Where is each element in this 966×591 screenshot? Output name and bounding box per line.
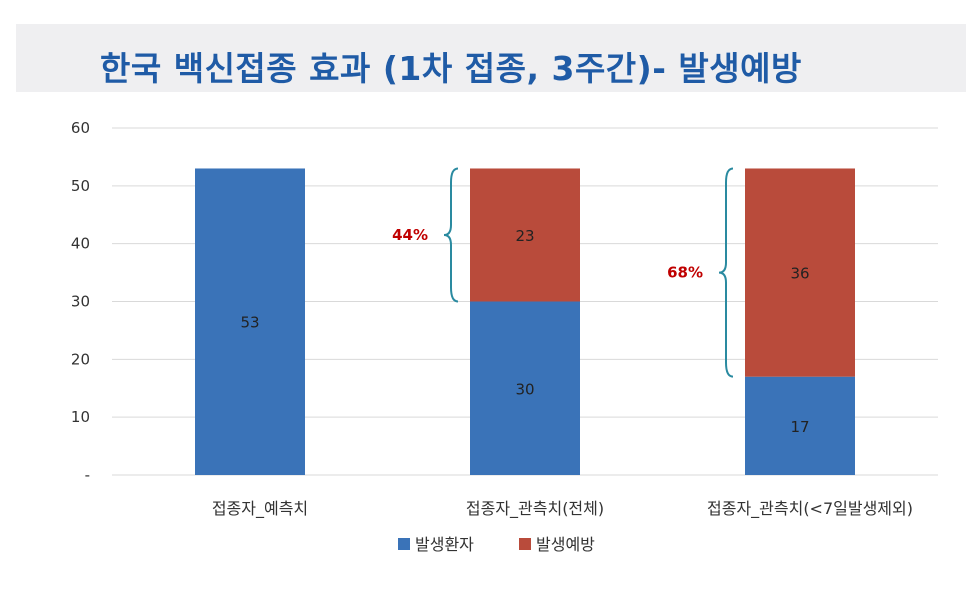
annotations: 44% 68% [392,167,734,378]
y-tick-label: - [85,466,90,484]
bar-segment [470,168,580,302]
title-band [16,24,966,92]
percent-annotation: 68% [667,264,703,282]
legend-swatch [398,538,410,550]
y-tick-label: 30 [71,293,90,311]
bar-segment [745,168,855,377]
x-axis: 접종자_예측치 접종자_관측치(전체) 접종자_관측치(<7일발생제외) [212,499,913,519]
legend-swatch [519,538,531,550]
legend: 발생환자 발생예방 [398,535,595,554]
bars: 53 30 23 17 36 [195,168,855,475]
y-tick-label: 60 [71,119,90,137]
bar-segment [745,376,855,475]
bar-value-label: 23 [515,227,534,245]
bar-value-label: 30 [515,380,534,398]
brace [718,167,734,378]
y-tick-label: 10 [71,408,90,426]
percent-annotation: 44% [392,226,428,244]
legend-label: 발생예방 [536,535,595,554]
bar-value-label: 36 [790,265,809,283]
x-category-label: 접종자_관측치(<7일발생제외) [707,499,913,519]
brace [443,167,459,303]
x-category-label: 접종자_관측치(전체) [466,499,604,519]
bar-value-label: 17 [790,418,809,436]
y-axis: - 10 20 30 40 50 60 [71,119,90,484]
bar-segment [470,301,580,475]
y-tick-label: 40 [71,235,90,253]
bar-segment [195,168,305,475]
bar-value-label: 53 [240,314,259,332]
x-category-label: 접종자_예측치 [212,499,308,519]
y-tick-label: 50 [71,177,90,195]
legend-label: 발생환자 [415,535,474,554]
chart-title: 한국 백신접종 효과 (1차 접종, 3주간)- 발생예방 [100,49,802,88]
y-tick-label: 20 [71,350,90,368]
